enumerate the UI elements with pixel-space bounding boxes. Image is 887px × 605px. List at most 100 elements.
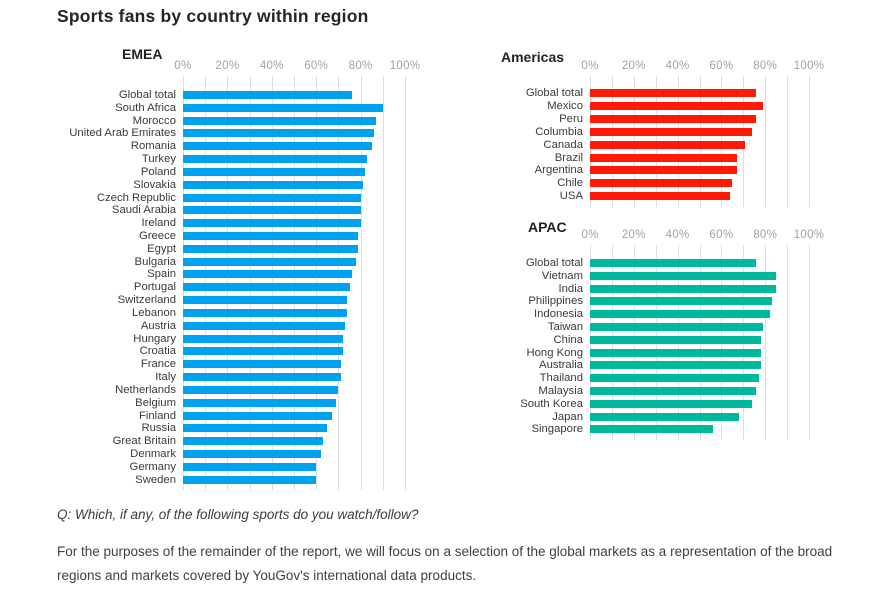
- bar: [183, 360, 341, 369]
- category-label: India: [558, 282, 584, 295]
- category-label: Spain: [147, 268, 176, 281]
- gridline: [183, 76, 184, 490]
- gridline: [590, 245, 591, 440]
- axis-tick-label: 40%: [665, 60, 690, 72]
- bar: [590, 335, 761, 344]
- axis-tick-label: 20%: [621, 229, 646, 241]
- gridline: [809, 76, 810, 207]
- category-label: Egypt: [147, 242, 176, 255]
- bar: [590, 412, 739, 421]
- category-label: South Africa: [115, 101, 176, 114]
- gridline: [677, 245, 679, 440]
- axis-tick-label: 100%: [389, 60, 421, 72]
- bar: [590, 284, 777, 293]
- bar: [590, 361, 761, 370]
- bar: [183, 193, 361, 202]
- gridline: [249, 76, 251, 490]
- category-label: South Korea: [520, 397, 583, 410]
- bar: [183, 296, 348, 305]
- category-label: Sweden: [135, 473, 176, 486]
- axis-tick-label: 0%: [174, 60, 192, 72]
- axis-tick-label: 20%: [215, 60, 240, 72]
- gridline: [633, 76, 635, 207]
- gridline: [271, 76, 273, 490]
- bar: [590, 127, 753, 136]
- bar: [183, 385, 339, 394]
- axis-tick-label: 40%: [665, 229, 690, 241]
- chart-region-label: APAC: [528, 219, 567, 235]
- gridline: [743, 76, 745, 207]
- survey-question: Q: Which, if any, of the following sport…: [57, 507, 419, 522]
- bar: [183, 206, 361, 215]
- category-label: Denmark: [130, 447, 176, 460]
- category-label: Czech Republic: [96, 191, 176, 204]
- bar: [590, 425, 713, 434]
- category-label: Poland: [140, 165, 176, 178]
- category-label: Greece: [138, 230, 176, 243]
- category-label: Saudi Arabia: [111, 204, 176, 217]
- category-label: Portugal: [133, 281, 176, 294]
- category-label: Slovakia: [133, 178, 176, 191]
- axis-tick-label: 100%: [793, 60, 825, 72]
- bar: [590, 114, 757, 123]
- bar: [590, 310, 770, 319]
- category-label: USA: [559, 190, 583, 203]
- bar: [183, 270, 352, 279]
- bar: [183, 475, 317, 484]
- bar: [590, 192, 731, 201]
- category-label: Mexico: [547, 99, 583, 112]
- axis-tick-label: 60%: [304, 60, 329, 72]
- bar: [590, 297, 772, 306]
- category-label: Argentina: [534, 164, 583, 177]
- bar: [183, 129, 374, 138]
- bar: [183, 244, 359, 253]
- category-label: Vietnam: [541, 269, 583, 282]
- bar: [590, 140, 746, 149]
- bar: [183, 167, 366, 176]
- category-label: Brazil: [554, 151, 583, 164]
- axis-tick-label: 100%: [793, 229, 825, 241]
- axis-tick-label: 20%: [621, 60, 646, 72]
- bar: [183, 308, 348, 317]
- bar: [183, 116, 377, 125]
- category-label: Hong Kong: [526, 346, 583, 359]
- bar: [590, 101, 763, 110]
- gridline: [765, 245, 767, 440]
- category-label: Peru: [559, 112, 583, 125]
- gridline: [338, 76, 340, 490]
- bar: [590, 399, 753, 408]
- category-label: France: [140, 358, 176, 371]
- bar: [183, 142, 372, 151]
- bar: [183, 180, 363, 189]
- category-label: Philippines: [528, 295, 583, 308]
- gridline: [699, 245, 701, 440]
- bar: [590, 348, 761, 357]
- category-label: Morocco: [132, 114, 176, 127]
- category-label: Croatia: [139, 345, 176, 358]
- gridline: [316, 76, 318, 490]
- gridline: [721, 245, 723, 440]
- bar: [590, 271, 777, 280]
- gridline: [205, 76, 207, 490]
- bar: [183, 373, 341, 382]
- axis-tick-label: 0%: [581, 60, 599, 72]
- category-label: Germany: [129, 460, 176, 473]
- gridline: [611, 76, 613, 207]
- bar: [183, 334, 343, 343]
- bar: [183, 398, 337, 407]
- category-label: Canada: [543, 138, 583, 151]
- bar: [183, 347, 343, 356]
- axis-tick-label: 80%: [753, 60, 778, 72]
- bar: [183, 155, 368, 164]
- chart-region-label: Americas: [501, 49, 565, 65]
- category-label: Austria: [140, 319, 176, 332]
- gridline: [699, 76, 701, 207]
- bar: [590, 166, 737, 175]
- gridline: [787, 76, 789, 207]
- bar: [590, 387, 757, 395]
- category-label: Romania: [130, 140, 176, 153]
- gridline: [633, 245, 635, 440]
- axis-tick-label: 60%: [709, 229, 734, 241]
- gridline: [227, 76, 229, 490]
- bar: [183, 283, 350, 292]
